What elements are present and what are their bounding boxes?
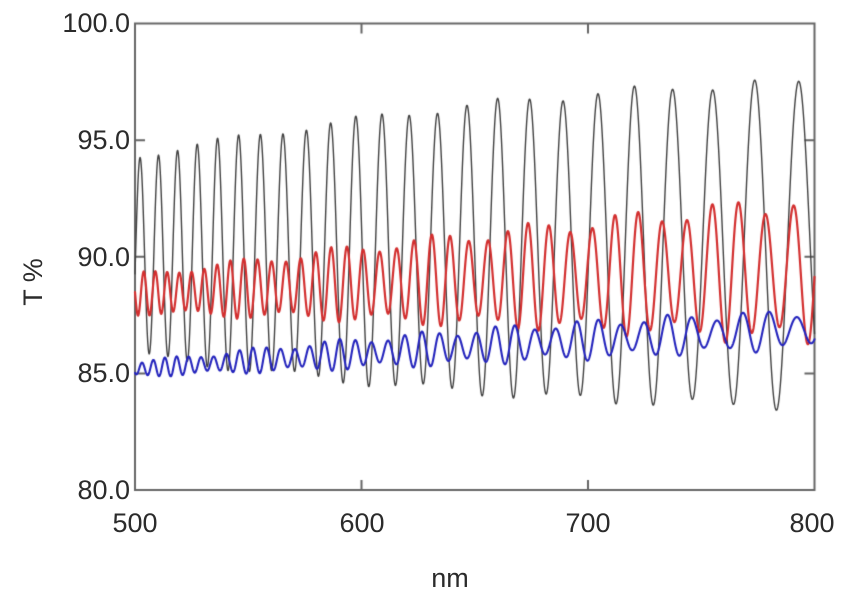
x-tick-label-700: 700 [565,508,611,538]
y-tick-label-90: 90.0 [77,242,130,272]
y-axis-title: T % [18,258,48,306]
y-tick-label-85: 85.0 [77,358,130,388]
x-tick-label-500: 500 [112,508,158,538]
x-axis-title: nm [431,563,469,593]
x-tick-label-600: 600 [339,508,385,538]
y-tick-label-100: 100.0 [62,8,130,38]
y-tick-label-80: 80.0 [77,475,130,505]
x-tick-label-800: 800 [789,508,835,538]
y-tick-label-95: 95.0 [77,125,130,155]
